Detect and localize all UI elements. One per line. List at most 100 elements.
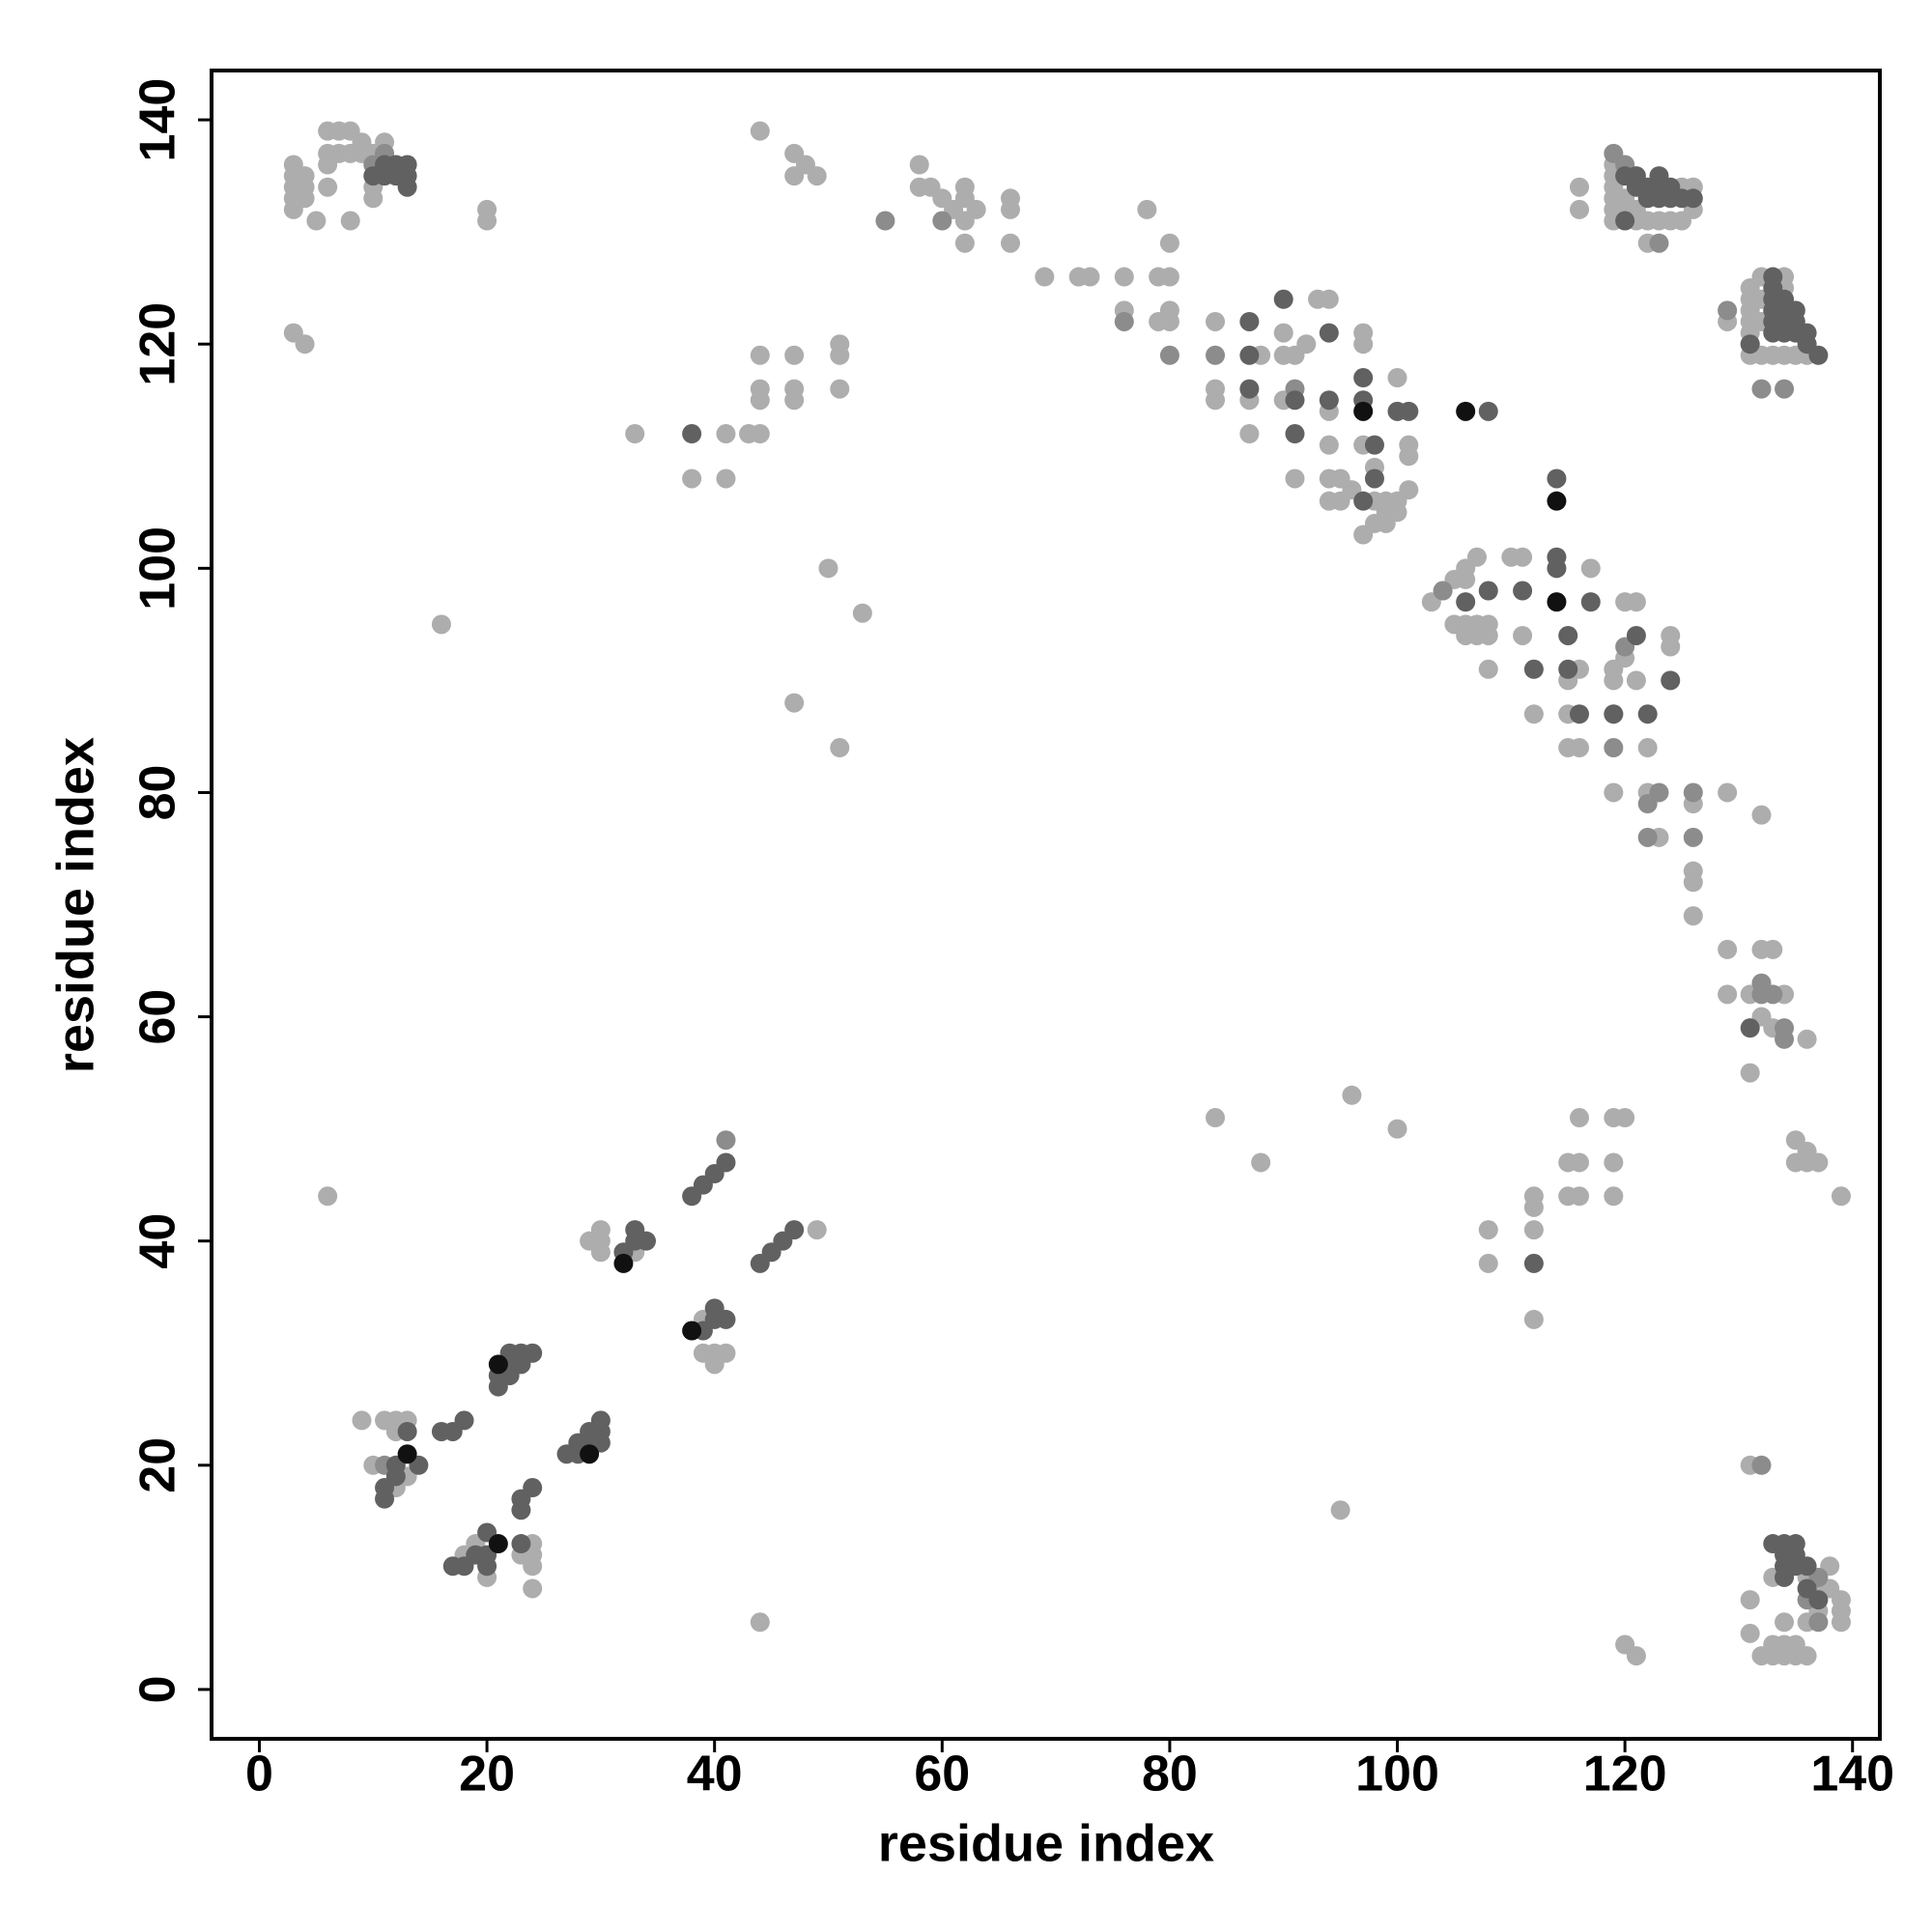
y-tick-label: 60	[130, 989, 186, 1045]
point	[488, 1354, 508, 1375]
point	[830, 738, 850, 758]
point	[784, 345, 805, 365]
point	[1569, 1186, 1589, 1207]
point	[830, 379, 850, 399]
point	[784, 693, 805, 713]
point	[1808, 1612, 1829, 1633]
point	[1683, 827, 1703, 847]
point	[477, 211, 497, 231]
point	[932, 211, 952, 231]
point	[397, 1444, 417, 1464]
point	[1775, 379, 1795, 399]
point	[1342, 1085, 1362, 1105]
point	[295, 188, 315, 209]
point	[397, 177, 417, 197]
point	[580, 1444, 600, 1464]
point	[1353, 491, 1374, 511]
point	[1604, 704, 1624, 724]
point	[1273, 289, 1293, 309]
point	[875, 211, 895, 231]
x-tick-label: 20	[459, 1747, 515, 1803]
point	[818, 558, 838, 579]
point	[1114, 311, 1134, 331]
point	[1523, 659, 1544, 679]
point	[590, 1220, 611, 1240]
point	[1569, 199, 1589, 219]
point	[716, 1130, 736, 1151]
point	[1319, 289, 1339, 309]
point	[590, 1242, 611, 1263]
x-tick-label: 60	[914, 1747, 970, 1803]
point	[1523, 704, 1544, 724]
point	[1637, 827, 1658, 847]
point	[1399, 446, 1419, 467]
point	[1661, 670, 1681, 691]
point	[852, 603, 872, 623]
point	[1831, 1612, 1851, 1633]
point	[1239, 311, 1260, 331]
point	[1626, 592, 1646, 612]
point	[1159, 345, 1179, 365]
point	[477, 1556, 497, 1577]
point	[1683, 188, 1703, 209]
point	[1523, 1197, 1544, 1217]
point	[1683, 872, 1703, 893]
point	[1035, 267, 1055, 287]
point	[1206, 345, 1226, 365]
point	[523, 1478, 543, 1498]
point	[716, 1152, 736, 1173]
point	[1364, 435, 1384, 455]
x-tick-label: 140	[1810, 1747, 1894, 1803]
point	[750, 1612, 770, 1633]
point	[1399, 480, 1419, 500]
point	[1513, 625, 1533, 645]
point	[295, 334, 315, 355]
point	[1273, 323, 1293, 343]
point	[784, 166, 805, 186]
point	[511, 1500, 531, 1520]
point	[1637, 738, 1658, 758]
point	[1751, 805, 1772, 825]
y-tick-label: 20	[130, 1437, 186, 1493]
point	[1285, 469, 1305, 489]
point	[488, 1534, 508, 1554]
point	[909, 155, 929, 175]
point	[1478, 1220, 1498, 1240]
point	[1456, 401, 1476, 421]
point	[1569, 177, 1589, 197]
point	[1569, 704, 1589, 724]
point	[716, 424, 736, 444]
y-tick-label: 40	[130, 1213, 186, 1269]
point	[523, 1578, 543, 1599]
point	[1626, 625, 1646, 645]
y-axis-label: residue index	[46, 737, 104, 1073]
point	[1353, 401, 1374, 421]
point	[1637, 704, 1658, 724]
point	[830, 345, 850, 365]
point	[1808, 345, 1829, 365]
point	[1626, 1646, 1646, 1666]
point	[613, 1253, 634, 1273]
point	[1558, 625, 1578, 645]
point	[1523, 1220, 1544, 1240]
point	[1114, 267, 1134, 287]
point	[1740, 1623, 1760, 1643]
point	[1558, 659, 1578, 679]
point	[352, 1410, 372, 1431]
point	[375, 1489, 395, 1509]
point	[306, 211, 327, 231]
point	[1569, 1108, 1589, 1128]
point	[1330, 1500, 1350, 1520]
x-axis-label: residue index	[878, 1814, 1214, 1872]
point	[375, 155, 395, 175]
point	[1569, 1152, 1589, 1173]
point	[1751, 1455, 1772, 1475]
point	[1604, 1186, 1624, 1207]
point	[1604, 782, 1624, 803]
point	[1523, 1253, 1544, 1273]
point	[1683, 782, 1703, 803]
point	[523, 1343, 543, 1363]
point	[1239, 424, 1260, 444]
point	[1718, 300, 1738, 321]
